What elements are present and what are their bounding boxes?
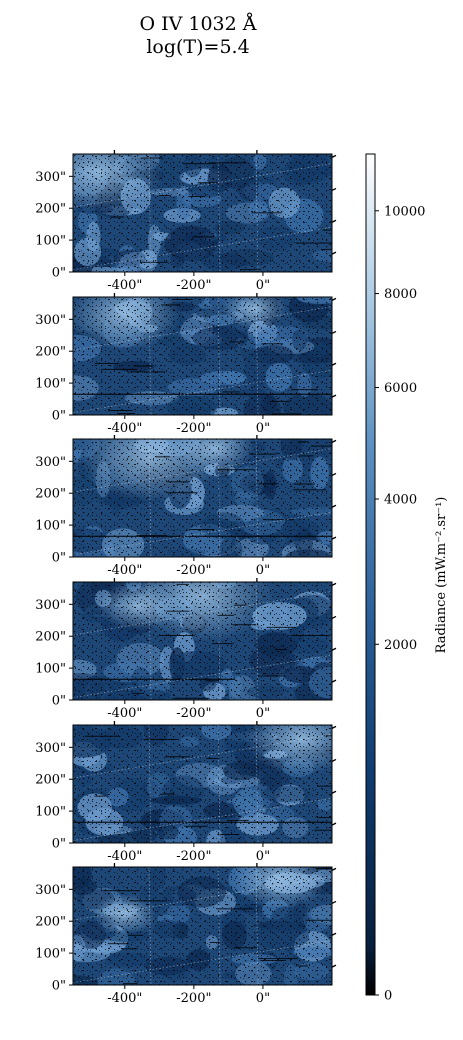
x-tick-label: -400" [107, 563, 142, 578]
panel-image [73, 725, 332, 843]
x-tick-label: 0" [256, 849, 270, 864]
y-tick-label: 200" [35, 773, 66, 788]
x-tick-label: -400" [107, 849, 142, 864]
y-tick-label: 200" [35, 915, 66, 930]
panel-frame [72, 296, 333, 416]
secondary-tick [331, 790, 337, 794]
panel-frame [72, 866, 333, 986]
panel-frame [72, 153, 333, 273]
panel-frame [72, 438, 333, 558]
y-tick-label: 300" [35, 170, 66, 185]
secondary-tick [331, 472, 337, 476]
y-tick-label: 200" [35, 630, 66, 645]
secondary-tick [331, 822, 337, 826]
panel-5: 300" 200" 100" 0" -400" -200" 0" [35, 721, 337, 864]
x-tick-label: -400" [107, 991, 142, 1006]
colorbar-ticks: 0 2000 4000 6000 8000 10000 [375, 204, 425, 1004]
y-tick-label: 300" [35, 741, 66, 756]
x-tick-label: -400" [107, 278, 142, 293]
secondary-tick [331, 679, 337, 683]
x-tick-label: -400" [107, 421, 142, 436]
secondary-tick [331, 439, 337, 443]
secondary-tick [331, 867, 337, 871]
y-tick-label: 100" [35, 805, 66, 820]
y-tick-label: 300" [35, 313, 66, 328]
secondary-tick [331, 394, 337, 398]
panels-group: 300" 200" 100" 0" -400" -200" 0" 300" 200" 100" 0"… [35, 150, 337, 1006]
panel-6: 300" 200" 100" 0" -400" -200" 0" [35, 863, 337, 1006]
secondary-tick [331, 615, 337, 619]
secondary-tick [331, 330, 337, 334]
secondary-tick [331, 251, 337, 255]
colorbar-tick-label: 6000 [384, 381, 417, 396]
y-tick-label: 100" [35, 377, 66, 392]
y-tick-label: 200" [35, 345, 66, 360]
panel-3: 300" 200" 100" 0" -400" -200" 0" [35, 435, 337, 578]
panel-image [73, 439, 332, 557]
panel-frame [72, 724, 333, 844]
panel-image [73, 297, 332, 415]
colorbar-label: Radiance (mW.m⁻².sr⁻¹) [434, 497, 449, 654]
panel-2: 300" 200" 100" 0" -400" -200" 0" [35, 293, 337, 436]
y-tick-label: 0" [52, 266, 66, 281]
x-tick-label: -200" [176, 706, 211, 721]
panel-image [73, 582, 332, 700]
panel-image [73, 154, 332, 272]
secondary-tick [331, 187, 337, 191]
x-tick-label: -200" [176, 563, 211, 578]
panel-frame [72, 581, 333, 701]
y-tick-label: 0" [52, 551, 66, 566]
panel-4: 300" 200" 100" 0" -400" -200" 0" [35, 578, 337, 721]
secondary-tick [331, 154, 337, 158]
x-tick-label: -200" [176, 849, 211, 864]
secondary-tick [331, 362, 337, 366]
secondary-tick [331, 536, 337, 540]
x-tick-label: 0" [256, 421, 270, 436]
y-tick-label: 100" [35, 234, 66, 249]
y-tick-label: 200" [35, 202, 66, 217]
secondary-tick [331, 582, 337, 586]
y-tick-label: 0" [52, 979, 66, 994]
colorbar-tick-label: 8000 [384, 287, 417, 302]
colorbar: 0 2000 4000 6000 8000 10000 Radiance (mW.m⁻².… [365, 153, 449, 1004]
colorbar-tick-label: 10000 [384, 204, 425, 219]
y-tick-label: 0" [52, 409, 66, 424]
x-tick-label: -200" [176, 421, 211, 436]
y-tick-label: 300" [35, 883, 66, 898]
colorbar-tick-label: 2000 [384, 638, 417, 653]
y-tick-label: 300" [35, 455, 66, 470]
y-tick-label: 0" [52, 837, 66, 852]
x-tick-label: 0" [256, 706, 270, 721]
secondary-tick [331, 932, 337, 936]
colorbar-tick-label: 0 [384, 989, 392, 1004]
panel-image [73, 867, 332, 985]
secondary-tick [331, 219, 337, 223]
y-tick-label: 0" [52, 694, 66, 709]
secondary-tick [331, 647, 337, 651]
colorbar-fill [365, 153, 376, 996]
y-tick-label: 300" [35, 598, 66, 613]
x-tick-label: 0" [256, 991, 270, 1006]
y-tick-label: 200" [35, 487, 66, 502]
x-tick-label: -200" [176, 991, 211, 1006]
panel-1: 300" 200" 100" 0" -400" -200" 0" [35, 150, 337, 293]
y-tick-label: 100" [35, 947, 66, 962]
chart-title-line1: O IV 1032 Å [140, 13, 257, 35]
y-tick-label: 100" [35, 519, 66, 534]
x-tick-label: 0" [256, 563, 270, 578]
x-tick-label: 0" [256, 278, 270, 293]
x-tick-label: -200" [176, 278, 211, 293]
secondary-tick [331, 964, 337, 968]
colorbar-tick-label: 4000 [384, 493, 417, 508]
secondary-tick [331, 900, 337, 904]
secondary-tick [331, 297, 337, 301]
y-tick-label: 100" [35, 662, 66, 677]
x-tick-label: -400" [107, 706, 142, 721]
secondary-tick [331, 504, 337, 508]
secondary-tick [331, 758, 337, 762]
chart-title-line2: log(T)=5.4 [146, 36, 249, 58]
secondary-tick [331, 725, 337, 729]
